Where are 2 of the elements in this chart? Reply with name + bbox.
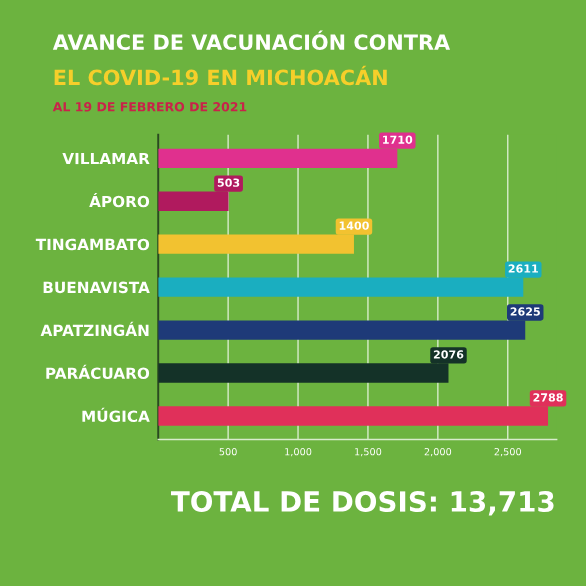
text: TOTAL DE DOSIS: 13,713 — [171, 491, 554, 516]
chart-title: AVANCE DE VACUNACIÓN CONTRA EL COVID-19 EN MICHOACÁN — [52, 30, 451, 86]
